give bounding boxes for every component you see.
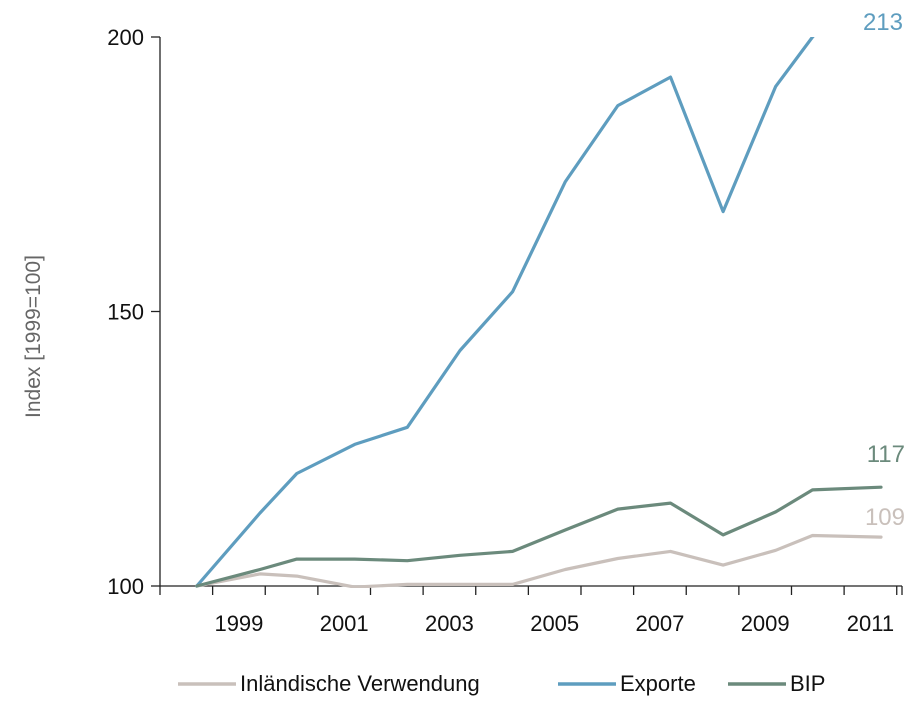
x-tick-label: 2005 <box>530 611 579 636</box>
series-lines <box>195 37 883 588</box>
x-tick-label: 2007 <box>635 611 684 636</box>
x-tick-label: 2009 <box>741 611 790 636</box>
y-tick-label: 150 <box>107 300 144 325</box>
series-line-exporte <box>195 37 815 588</box>
end-value-label: 213 <box>863 9 903 36</box>
series-line-bip <box>195 485 883 588</box>
x-tick-label: 2001 <box>320 611 369 636</box>
end-labels: 109 213 117 <box>863 9 905 531</box>
axes: 100 150 200 1999 2001 2003 2005 2007 2009 2011 Ind… <box>22 25 903 636</box>
end-value-label: 109 <box>865 504 905 531</box>
legend-label: Exporte <box>620 671 696 696</box>
y-tick-label: 100 <box>107 574 144 599</box>
x-tick-label: 2003 <box>425 611 474 636</box>
end-value-label: 117 <box>867 441 905 468</box>
y-axis-title: Index [1999=100] <box>22 255 45 418</box>
x-tick-label: 2011 <box>847 611 894 636</box>
legend: Inländische Verwendung Exporte BIP <box>178 671 825 696</box>
legend-label: Inländische Verwendung <box>240 671 480 696</box>
series-line-inl-ndische-verwendung <box>195 533 883 588</box>
legend-label: BIP <box>790 671 825 696</box>
y-tick-label: 200 <box>107 25 144 50</box>
x-tick-label: 1999 <box>214 611 263 636</box>
